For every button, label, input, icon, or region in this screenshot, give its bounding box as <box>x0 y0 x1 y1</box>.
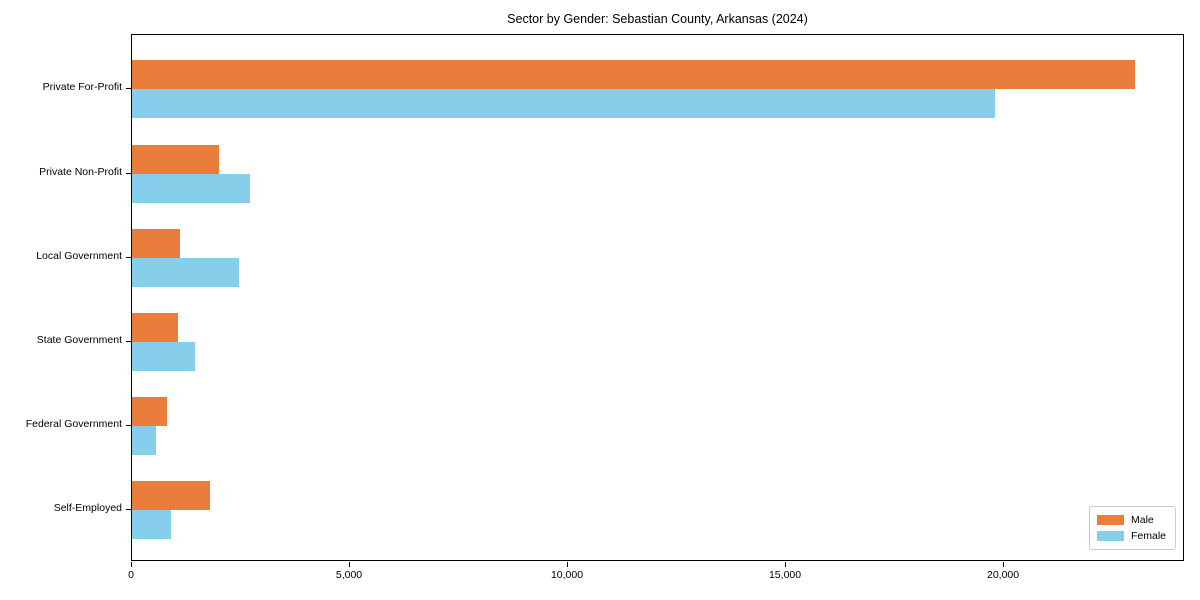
chart-title: Sector by Gender: Sebastian County, Arka… <box>507 12 808 26</box>
legend-items: Male Female <box>1096 512 1166 544</box>
x-tick-mark <box>567 562 569 567</box>
x-tick-mark <box>131 562 133 567</box>
y-tick-mark <box>126 425 131 427</box>
x-tick-label: 15,000 <box>768 569 802 581</box>
y-axis-label: Self-Employed <box>53 502 122 515</box>
bar-female-5 <box>132 426 156 456</box>
x-tick-mark <box>785 562 787 567</box>
bar-female-6 <box>132 510 172 540</box>
bar-female-3 <box>132 257 239 287</box>
bar-male-4 <box>132 312 178 342</box>
y-tick-mark <box>126 88 131 90</box>
plot-area: Male Female <box>131 34 1184 561</box>
y-tick-mark <box>126 340 131 343</box>
y-axis-label: Private For-Profit <box>42 81 122 94</box>
y-axis-label: State Government <box>36 333 122 346</box>
bar-male-1 <box>132 60 1135 90</box>
legend-label: Male <box>1130 514 1154 526</box>
legend-item-female: Female <box>1096 528 1166 544</box>
y-tick-mark <box>126 256 131 258</box>
y-axis-label: Private Non-Profit <box>39 165 122 178</box>
legend-swatch-icon <box>1096 515 1124 525</box>
legend-label: Female <box>1130 530 1166 542</box>
bar-male-5 <box>132 397 167 427</box>
y-axis-label: Local Government <box>36 249 122 262</box>
x-tick-label: 5,000 <box>335 569 363 581</box>
legend: Male Female <box>1088 506 1176 550</box>
bar-female-4 <box>132 341 196 371</box>
y-tick-mark <box>126 172 131 174</box>
x-tick-mark <box>1003 562 1005 567</box>
x-tick-label: 10,000 <box>550 569 584 581</box>
bar-male-6 <box>132 481 211 511</box>
y-tick-mark <box>126 509 131 511</box>
x-tick-label: 20,000 <box>986 569 1020 581</box>
bar-male-3 <box>132 228 180 258</box>
y-axis-label: Federal Government <box>25 418 122 431</box>
bar-male-2 <box>132 144 220 174</box>
legend-item-male: Male <box>1096 512 1166 528</box>
bar-female-1 <box>132 89 996 119</box>
legend-swatch-icon <box>1096 531 1124 541</box>
x-tick-mark <box>349 562 351 567</box>
x-tick-label: 0 <box>128 569 134 581</box>
bar-female-2 <box>132 173 250 203</box>
